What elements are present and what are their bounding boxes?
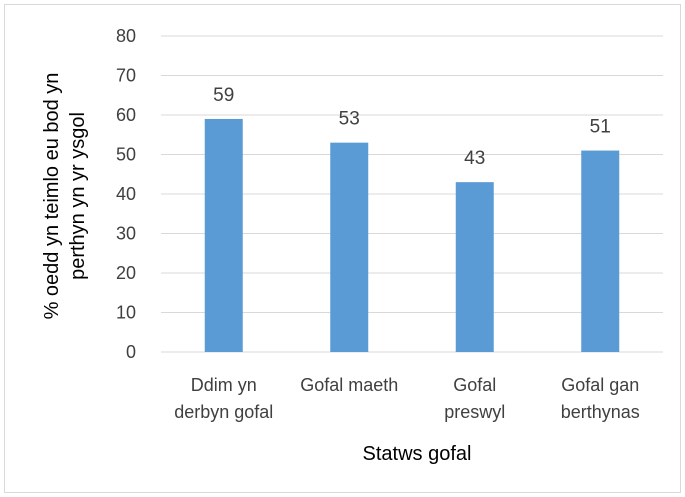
y-tick-40: 40 xyxy=(116,184,136,204)
y-tick-20: 20 xyxy=(116,263,136,283)
category-labels: Ddim yn derbyn gofal Gofal maeth Gofal presw… xyxy=(174,375,640,422)
data-labels: 59 53 43 51 xyxy=(213,85,611,169)
bar-1 xyxy=(330,142,369,352)
category-label-line: Gofal xyxy=(453,375,496,395)
data-label-1: 53 xyxy=(339,109,360,130)
y-tick-0: 0 xyxy=(126,342,136,362)
category-label-0: Ddim yn derbyn gofal xyxy=(174,375,273,422)
data-label-0: 59 xyxy=(213,85,234,106)
category-label-2: Gofal preswyl xyxy=(444,375,505,422)
x-axis-title: Statws gofal xyxy=(363,443,472,465)
category-label-line: Gofal maeth xyxy=(300,375,398,395)
y-tick-60: 60 xyxy=(116,105,136,125)
gridlines xyxy=(161,35,663,353)
category-label-line: derbyn gofal xyxy=(174,402,273,422)
data-label-3: 51 xyxy=(590,117,611,138)
data-label-2: 43 xyxy=(464,148,485,169)
category-label-line: Gofal gan xyxy=(561,375,639,395)
category-label-line: preswyl xyxy=(444,402,505,422)
y-tick-70: 70 xyxy=(116,66,136,86)
category-label-line: berthynas xyxy=(561,402,640,422)
category-label-line: Ddim yn xyxy=(191,375,257,395)
bar-2 xyxy=(455,182,494,352)
y-tick-50: 50 xyxy=(116,145,136,165)
category-label-3: Gofal gan berthynas xyxy=(561,375,640,422)
bars xyxy=(204,118,620,352)
y-axis-title: % oedd yn teimlo eu bod yn perthyn yn yr … xyxy=(41,73,89,320)
y-axis-title-line: % oedd yn teimlo eu bod yn xyxy=(41,73,63,320)
category-label-1: Gofal maeth xyxy=(300,375,398,395)
y-axis-title-line: perthyn yn yr ysgol xyxy=(67,112,89,280)
y-tick-80: 80 xyxy=(116,26,136,46)
y-tick-10: 10 xyxy=(116,303,136,323)
bar-0 xyxy=(204,118,243,352)
bar-3 xyxy=(581,150,620,352)
y-tick-30: 30 xyxy=(116,224,136,244)
y-tick-labels: 0 10 20 30 40 50 60 70 80 xyxy=(116,26,136,362)
